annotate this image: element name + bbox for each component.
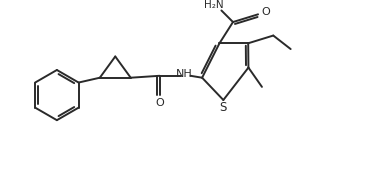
Text: O: O <box>261 7 270 17</box>
Text: O: O <box>155 98 164 108</box>
Text: H₂N: H₂N <box>204 0 223 10</box>
Text: NH: NH <box>176 69 193 79</box>
Text: S: S <box>220 101 227 114</box>
